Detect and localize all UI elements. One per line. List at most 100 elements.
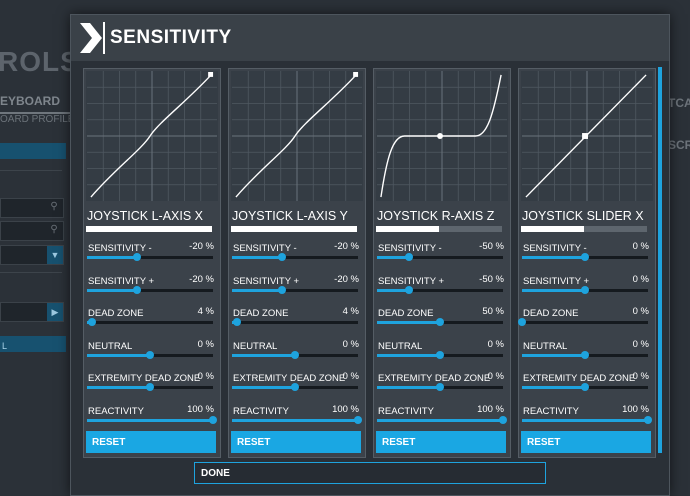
param-slider[interactable]: [87, 416, 217, 424]
param-label: DEAD ZONE: [233, 308, 289, 320]
param-slider-handle[interactable]: [278, 285, 287, 294]
axis-name: JOYSTICK L-AXIS Y: [232, 209, 348, 223]
param-value: 0 %: [342, 338, 359, 350]
param-value: 0 %: [487, 371, 504, 383]
param-slider[interactable]: [87, 383, 213, 392]
param-slider-handle[interactable]: [354, 416, 362, 424]
param-slider[interactable]: [377, 350, 503, 359]
reset-button[interactable]: RESET: [376, 431, 506, 453]
param-slider-handle[interactable]: [518, 318, 526, 327]
param-slider[interactable]: [232, 253, 358, 261]
param-slider[interactable]: [377, 253, 503, 261]
param-label: EXTREMITY DEAD ZONE: [233, 373, 346, 385]
param-slider-handle[interactable]: [644, 416, 652, 424]
axis-name: JOYSTICK R-AXIS Z: [377, 209, 495, 223]
param-slider[interactable]: [522, 350, 648, 359]
param-slider[interactable]: [232, 416, 362, 424]
logo-divider: [103, 22, 105, 54]
param-row: SENSITIVITY - -20 %: [229, 237, 365, 270]
param-slider-fill: [377, 321, 440, 325]
param-slider[interactable]: [522, 383, 648, 392]
param-slider[interactable]: [232, 350, 358, 359]
param-slider-handle[interactable]: [209, 416, 217, 424]
param-slider-handle[interactable]: [146, 350, 154, 359]
param-slider-handle[interactable]: [436, 383, 444, 392]
param-value: 0 %: [632, 241, 649, 252]
param-value: 50 %: [482, 306, 504, 318]
param-slider[interactable]: [518, 318, 648, 327]
reset-button[interactable]: RESET: [86, 431, 216, 453]
param-slider-handle[interactable]: [436, 318, 444, 327]
param-value: 0 %: [342, 371, 359, 383]
param-slider[interactable]: [377, 416, 507, 424]
param-value: 4 %: [342, 306, 359, 318]
background-nav-select[interactable]: ▶: [0, 302, 64, 322]
param-slider[interactable]: [232, 318, 358, 327]
param-label: EXTREMITY DEAD ZONE: [523, 373, 636, 385]
param-slider[interactable]: [232, 285, 358, 294]
param-row: REACTIVITY 100 %: [374, 400, 510, 433]
param-slider[interactable]: [87, 350, 213, 359]
sensitivity-dialog: SENSITIVITY JOYSTICK L-AXIS X SENSITIVITY…: [70, 14, 670, 496]
param-label: SENSITIVITY +: [378, 275, 445, 287]
param-slider-handle[interactable]: [581, 253, 589, 261]
param-label: NEUTRAL: [523, 340, 568, 352]
background-right-tab-2[interactable]: SCR: [668, 138, 690, 152]
param-slider-handle[interactable]: [404, 285, 413, 294]
param-label: DEAD ZONE: [523, 308, 579, 320]
axis-position-fill: [86, 226, 212, 232]
dialog-title: SENSITIVITY: [110, 27, 232, 48]
axis-position-fill: [231, 226, 357, 232]
dialog-scrollbar[interactable]: [658, 67, 662, 453]
background-search-field-1[interactable]: ⚲: [0, 198, 64, 218]
param-slider[interactable]: [87, 253, 213, 261]
param-row: SENSITIVITY + -20 %: [84, 270, 220, 303]
param-slider-handle[interactable]: [233, 318, 242, 327]
param-slider-handle[interactable]: [404, 253, 413, 261]
param-label: REACTIVITY: [523, 406, 579, 417]
chevron-right-icon: ▶: [47, 303, 63, 321]
param-slider[interactable]: [87, 318, 213, 327]
background-keyboard-tab[interactable]: EYBOARD: [0, 90, 70, 114]
param-slider[interactable]: [377, 285, 503, 294]
param-slider[interactable]: [87, 285, 213, 294]
param-row: DEAD ZONE 4 %: [84, 302, 220, 335]
param-slider-handle[interactable]: [88, 318, 97, 327]
param-slider-handle[interactable]: [133, 285, 142, 294]
done-button[interactable]: DONE: [194, 462, 546, 484]
background-list-item[interactable]: L: [0, 336, 66, 352]
param-slider-handle[interactable]: [436, 350, 444, 359]
param-slider[interactable]: [377, 318, 503, 327]
background-right-tab-1[interactable]: TCA: [668, 96, 690, 110]
param-slider[interactable]: [522, 253, 648, 261]
chevron-right-logo-icon: [80, 23, 102, 53]
param-slider-handle[interactable]: [581, 383, 589, 392]
reset-button[interactable]: RESET: [521, 431, 651, 453]
param-slider-handle[interactable]: [291, 383, 299, 392]
axis-card: JOYSTICK SLIDER X SENSITIVITY -0 % SENSITI…: [518, 68, 656, 458]
param-slider-handle[interactable]: [278, 253, 287, 261]
background-search-field-2[interactable]: ⚲: [0, 221, 64, 241]
param-slider-handle[interactable]: [499, 416, 507, 424]
background-select[interactable]: ▼: [0, 245, 64, 265]
param-slider-fill: [377, 386, 440, 390]
param-row: EXTREMITY DEAD ZONE 0 %: [84, 367, 220, 400]
background-button[interactable]: [0, 143, 66, 159]
param-slider-handle[interactable]: [581, 285, 589, 294]
param-label: DEAD ZONE: [378, 308, 434, 320]
param-slider[interactable]: [377, 383, 503, 392]
param-slider[interactable]: [232, 383, 358, 392]
param-row: NEUTRAL 0 %: [229, 335, 365, 368]
param-slider[interactable]: [522, 416, 652, 424]
param-slider-fill: [377, 288, 409, 292]
param-slider-handle[interactable]: [146, 383, 154, 392]
param-slider-handle[interactable]: [581, 350, 589, 359]
param-slider-handle[interactable]: [291, 350, 299, 359]
param-slider-handle[interactable]: [133, 253, 142, 261]
param-value: 0 %: [632, 306, 649, 318]
response-curve-graph: [521, 71, 653, 201]
param-label: DEAD ZONE: [88, 308, 144, 320]
param-slider-fill: [522, 386, 585, 390]
param-slider[interactable]: [522, 285, 648, 294]
reset-button[interactable]: RESET: [231, 431, 361, 453]
